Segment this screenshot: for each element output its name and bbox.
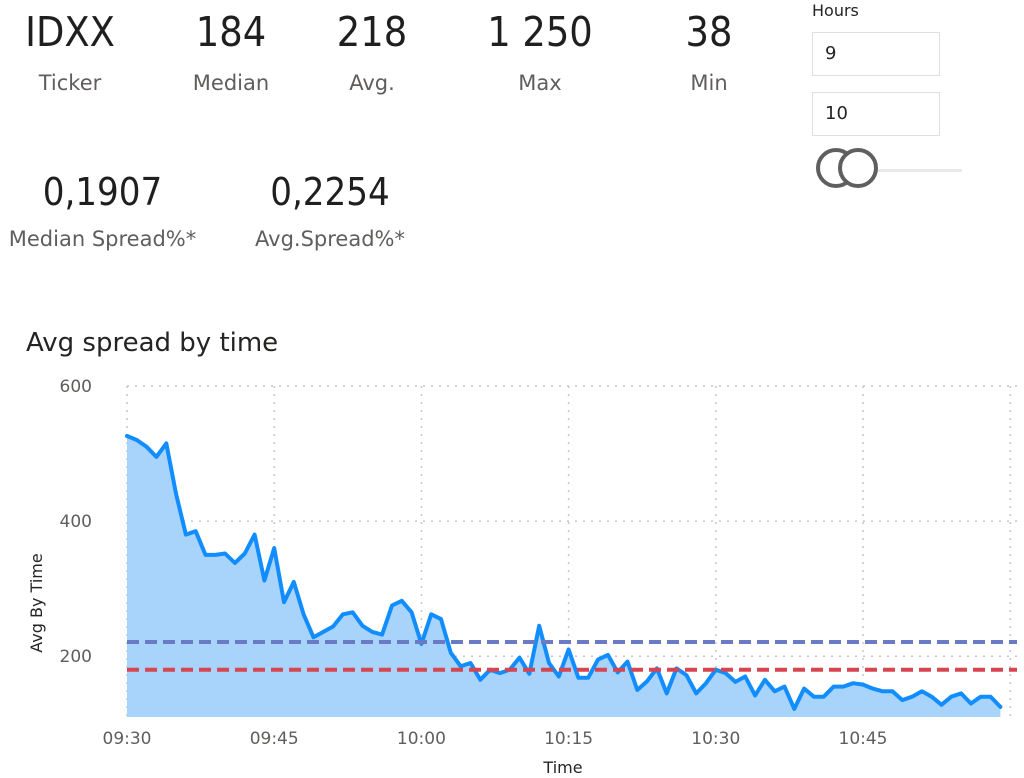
kpi-avg: 218 Avg. <box>307 8 437 96</box>
x-tick-label: 09:30 <box>103 729 152 749</box>
x-tick-label: 09:45 <box>250 729 299 749</box>
slider-track[interactable] <box>832 169 962 172</box>
kpi-min: 38 Min <box>649 8 769 96</box>
kpi-max-value: 1 250 <box>487 8 593 56</box>
hours-slicer-title: Hours <box>812 1 859 20</box>
kpi-min-label: Min <box>690 71 728 95</box>
kpi-median-spread: 0,1907 Median Spread%* <box>0 168 205 252</box>
slider-handle-end[interactable] <box>838 148 878 188</box>
kpi-ticker: IDXX Ticker <box>0 8 140 96</box>
x-axis-title: Time <box>542 758 582 777</box>
y-tick-label: 400 <box>60 512 92 532</box>
kpi-avg-label: Avg. <box>349 71 395 95</box>
x-tick-label: 10:15 <box>544 729 593 749</box>
kpi-median-spread-value: 0,1907 <box>42 170 163 214</box>
y-tick-label: 600 <box>60 377 92 397</box>
y-axis-ticks: 200 400 600 <box>60 377 92 667</box>
x-tick-label: 10:30 <box>691 729 740 749</box>
kpi-ticker-value: IDXX <box>25 8 115 56</box>
chart-title: Avg spread by time <box>26 328 279 358</box>
x-tick-label: 10:45 <box>839 729 888 749</box>
reference-lines <box>127 640 1017 672</box>
x-axis-ticks: 09:30 09:45 10:00 10:15 10:30 10:45 <box>103 729 888 749</box>
kpi-median-value: 184 <box>195 8 267 56</box>
kpi-max: 1 250 Max <box>465 8 615 96</box>
y-axis-title: Avg By Time <box>27 553 46 652</box>
kpi-ticker-label: Ticker <box>38 71 102 95</box>
kpi-avg-spread: 0,2254 Avg.Spread%* <box>240 168 420 252</box>
kpi-min-value: 38 <box>685 8 733 56</box>
hours-to-input[interactable]: 10 <box>812 92 940 136</box>
avg-spread-chart: 200 400 600 09:30 09:45 10:00 10:15 10:30 10:45… <box>27 377 1017 777</box>
kpi-median-spread-label: Median Spread%* <box>8 227 197 251</box>
hours-slicer: Hours 9 10 <box>812 0 972 196</box>
hours-from-input[interactable]: 9 <box>812 32 940 76</box>
kpi-avg-value: 218 <box>336 8 408 56</box>
area-fill <box>127 436 1001 717</box>
hours-range-slider[interactable] <box>812 146 972 196</box>
kpi-max-label: Max <box>518 71 562 95</box>
series-line <box>125 434 1003 711</box>
y-tick-label: 200 <box>60 647 92 667</box>
kpi-avg-spread-label: Avg.Spread%* <box>255 227 405 251</box>
kpi-median-label: Median <box>192 71 270 95</box>
x-tick-label: 10:00 <box>397 729 446 749</box>
kpi-avg-spread-value: 0,2254 <box>270 170 390 214</box>
kpi-median: 184 Median <box>166 8 296 96</box>
